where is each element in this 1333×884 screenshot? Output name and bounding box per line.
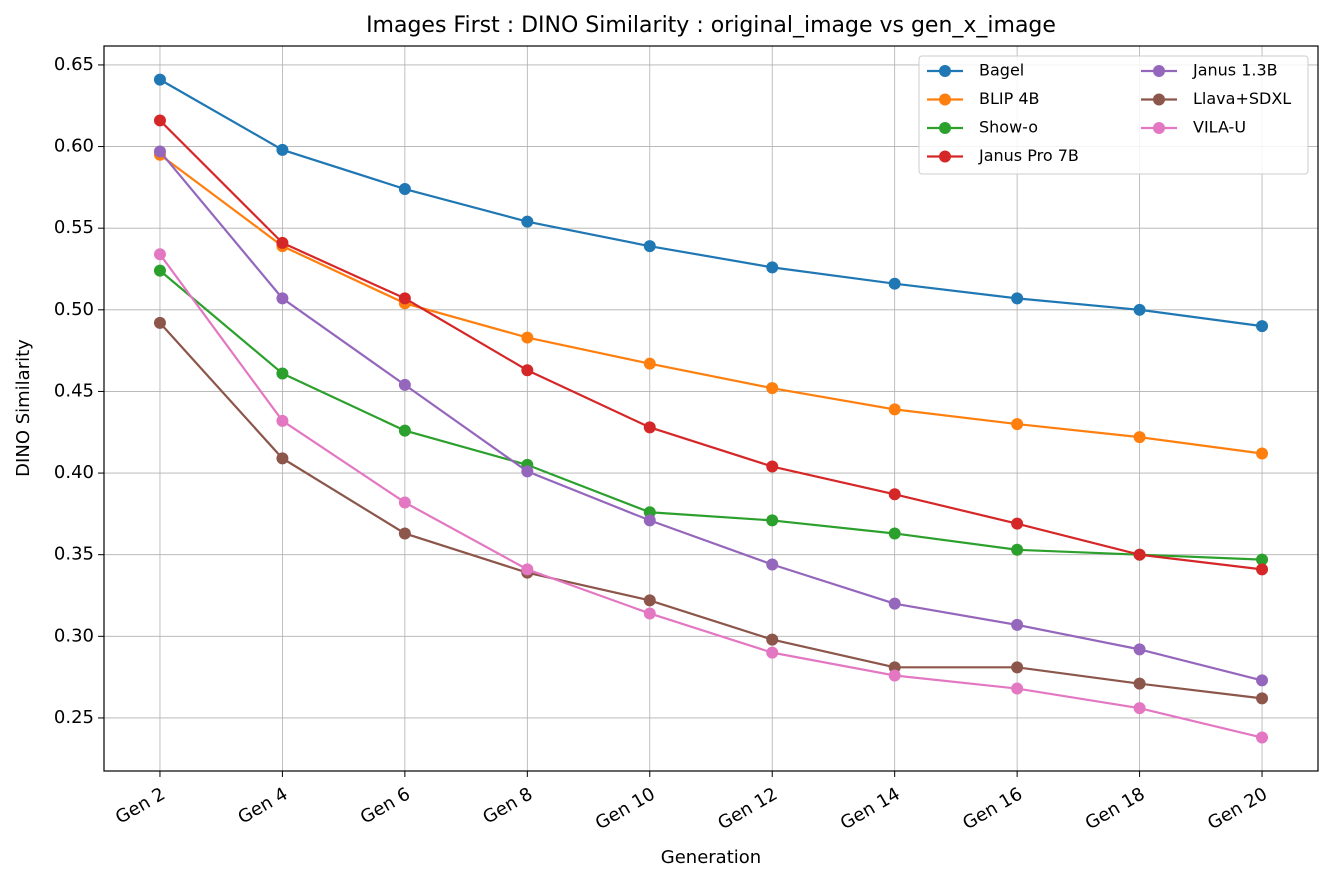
series-line <box>159 322 1263 700</box>
data-point <box>888 527 901 540</box>
data-point <box>153 145 166 158</box>
data-point <box>643 607 656 620</box>
legend-label: Bagel <box>979 61 1024 80</box>
data-point <box>643 421 656 434</box>
data-point <box>276 236 289 249</box>
legend-marker <box>1153 93 1165 106</box>
data-point <box>153 73 166 86</box>
data-point <box>1256 320 1269 333</box>
data-point <box>1011 292 1024 305</box>
data-point <box>643 594 656 607</box>
data-point <box>276 452 289 465</box>
data-point <box>276 143 289 156</box>
data-point <box>521 465 534 478</box>
data-point <box>1011 682 1024 695</box>
legend-marker <box>1153 65 1165 77</box>
series-line <box>159 78 1263 328</box>
data-point <box>398 378 411 391</box>
data-point <box>1011 661 1024 674</box>
data-point <box>521 364 534 377</box>
data-point <box>153 264 166 277</box>
data-point <box>1256 674 1269 687</box>
legend-label: Janus 1.3B <box>1192 61 1278 80</box>
y-tick-label: 0.40 <box>54 462 94 483</box>
y-tick-label: 0.65 <box>54 54 94 75</box>
data-point <box>1256 553 1269 566</box>
data-point <box>766 261 779 274</box>
data-point <box>888 597 901 610</box>
legend-marker <box>939 150 951 163</box>
data-point <box>766 633 779 646</box>
data-point <box>643 357 656 370</box>
y-tick-label: 0.60 <box>54 136 94 157</box>
legend-label: Show-o <box>979 118 1038 137</box>
data-point <box>1256 692 1269 705</box>
data-point <box>643 240 656 253</box>
data-point <box>1133 431 1146 444</box>
data-point <box>398 496 411 509</box>
legend-box <box>918 55 1309 175</box>
data-point <box>888 488 901 501</box>
y-tick-label: 0.50 <box>54 299 94 320</box>
legend-label: Llava+SDXL <box>1193 89 1291 108</box>
data-point <box>1133 677 1146 690</box>
y-tick-label: 0.35 <box>54 544 94 565</box>
x-axis-label: Generation <box>661 847 761 868</box>
series-line <box>159 119 1263 571</box>
data-point <box>766 646 779 659</box>
series-line <box>159 153 1263 455</box>
series-line <box>159 150 1263 682</box>
legend-marker <box>939 93 951 106</box>
data-point <box>1011 517 1024 530</box>
data-point <box>276 414 289 427</box>
data-point <box>521 215 534 228</box>
data-point <box>398 527 411 540</box>
data-point <box>1133 702 1146 715</box>
data-point <box>1011 618 1024 631</box>
data-point <box>1011 418 1024 431</box>
y-tick-label: 0.55 <box>54 217 94 238</box>
data-point <box>766 514 779 527</box>
data-point <box>1133 548 1146 561</box>
legend-marker <box>939 65 951 77</box>
data-point <box>766 460 779 473</box>
y-axis-label: DINO Similarity <box>13 339 34 477</box>
data-point <box>398 292 411 305</box>
data-point <box>521 563 534 576</box>
legend-label: VILA-U <box>1193 118 1246 137</box>
legend-marker <box>939 122 951 134</box>
legend-label: Janus Pro 7B <box>978 146 1079 165</box>
data-point <box>1011 543 1024 556</box>
data-point <box>766 558 779 571</box>
legend-marker <box>1153 122 1165 134</box>
plot-frame <box>103 45 1319 772</box>
data-point <box>888 277 901 290</box>
data-point <box>276 292 289 305</box>
y-tick-label: 0.25 <box>54 707 94 728</box>
legend-label: BLIP 4B <box>979 89 1040 108</box>
chart-title: Images First : DINO Similarity : origina… <box>366 13 1056 38</box>
data-point <box>643 514 656 527</box>
y-tick-label: 0.45 <box>54 380 94 401</box>
data-point <box>276 367 289 380</box>
series-line <box>159 253 1263 739</box>
data-point <box>1256 731 1269 744</box>
data-point <box>1133 303 1146 316</box>
y-tick-label: 0.30 <box>54 625 94 646</box>
data-point <box>1256 563 1269 576</box>
data-point <box>398 424 411 437</box>
data-point <box>153 316 166 329</box>
data-point <box>521 331 534 344</box>
data-point <box>888 403 901 416</box>
data-point <box>1256 447 1269 460</box>
data-point <box>398 183 411 196</box>
legend: Bagel BLIP 4B Show-o Janus Pro 7B Janus 1.3B… <box>918 55 1309 175</box>
data-point <box>153 248 166 261</box>
data-point <box>1133 643 1146 656</box>
data-point <box>153 114 166 127</box>
series-line <box>159 269 1263 561</box>
data-point <box>766 382 779 395</box>
data-point <box>888 669 901 682</box>
